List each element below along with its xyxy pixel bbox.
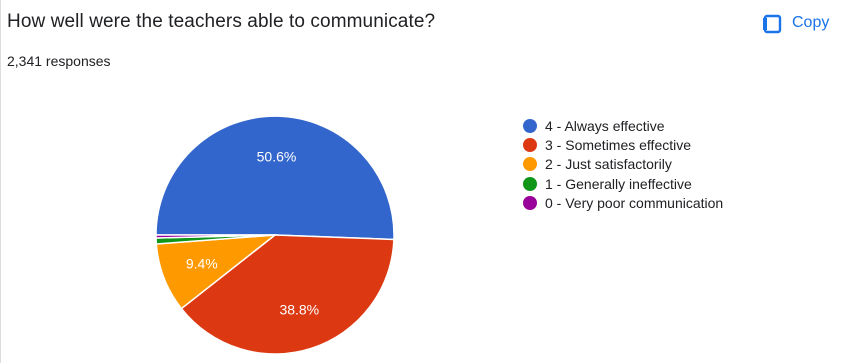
legend-label: 3 - Sometimes effective (545, 137, 692, 154)
legend-label: 1 - Generally ineffective (545, 175, 692, 192)
pie-slice-label: 50.6% (257, 149, 297, 165)
pie-slice-4[interactable] (155, 234, 276, 239)
legend-item: 3 - Sometimes effective (523, 135, 723, 154)
response-count: 2,341 responses (7, 53, 111, 69)
copy-icon (762, 12, 782, 34)
legend-item: 4 - Always effective (523, 116, 723, 135)
legend-item: 1 - Generally ineffective (523, 174, 723, 193)
pie-slice-label: 9.4% (186, 256, 218, 272)
legend-item: 2 - Just satisfactorily (523, 155, 723, 174)
legend-label: 4 - Always effective (545, 117, 665, 134)
question-title: How well were the teachers able to commu… (7, 11, 436, 32)
legend-swatch (523, 118, 537, 133)
legend-swatch (523, 138, 537, 153)
chart-legend: 4 - Always effective 3 - Sometimes effect… (523, 116, 723, 213)
pie-slice-0[interactable] (155, 115, 395, 241)
legend-swatch (523, 176, 537, 191)
legend-swatch (523, 157, 537, 172)
copy-label: Copy (792, 14, 830, 31)
pie-slice-1[interactable] (180, 234, 395, 355)
legend-swatch (523, 196, 537, 211)
legend-label: 2 - Just satisfactorily (545, 156, 672, 173)
copy-button[interactable]: Copy (762, 6, 829, 40)
pie-slice-label: 38.8% (279, 302, 319, 318)
legend-label: 0 - Very poor communication (545, 195, 724, 212)
legend-item: 0 - Very poor communication (523, 194, 723, 213)
